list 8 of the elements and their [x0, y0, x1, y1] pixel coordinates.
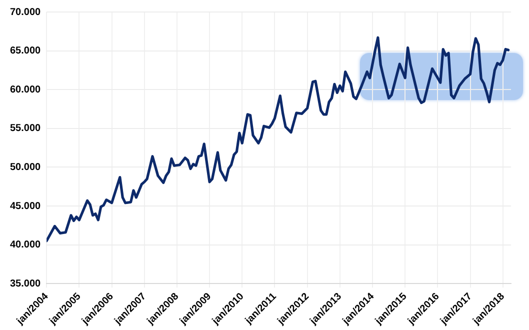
y-tick-label: 60.000 [10, 84, 42, 96]
y-tick-label: 65.000 [10, 46, 42, 57]
y-tick-label: 45.000 [10, 200, 42, 212]
y-tick-label: 70.000 [10, 6, 42, 18]
y-tick-label: 55.000 [10, 123, 42, 134]
y-tick-label: 35.000 [10, 278, 42, 290]
y-tick-label: 50.000 [10, 162, 42, 173]
y-tick-label: 40.000 [10, 240, 42, 251]
